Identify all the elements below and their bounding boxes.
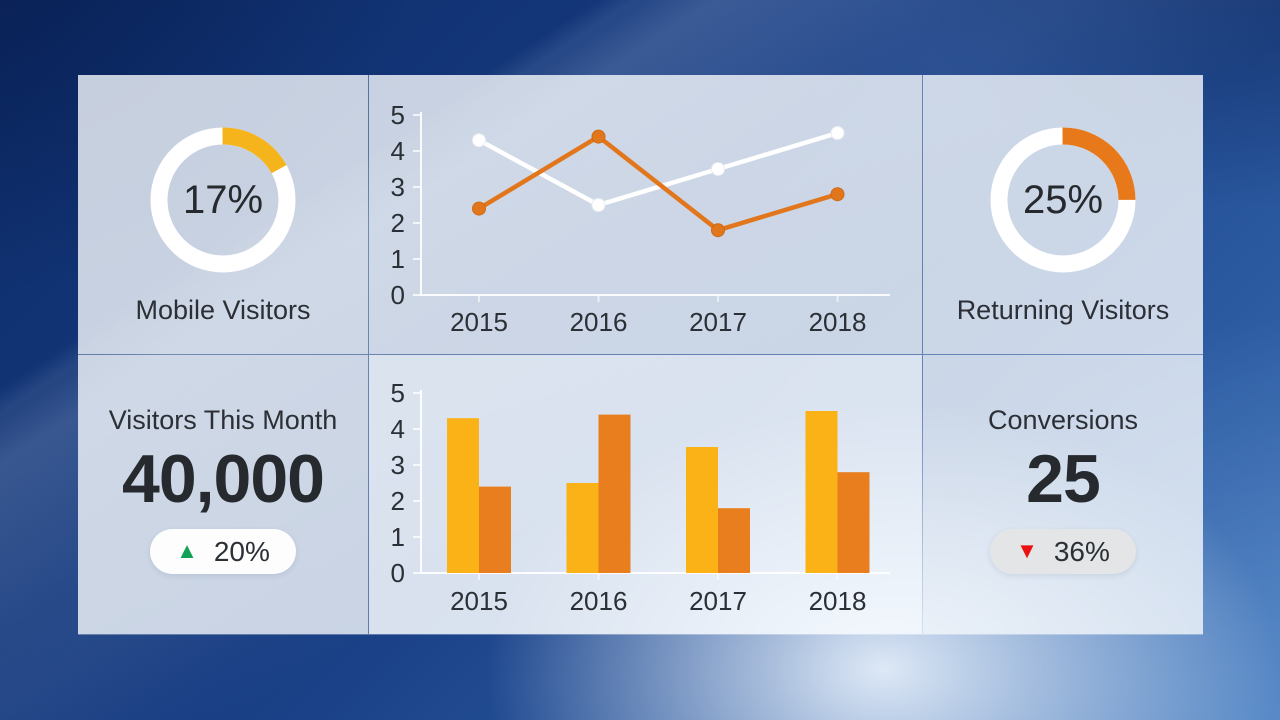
conversions-value: 25 xyxy=(1026,441,1101,517)
panel-bar-chart: 0 1 2 3 4 5 2015 2016 2017 2018 xyxy=(369,355,922,634)
visitors-bar-chart: 0 1 2 3 4 5 2015 2016 2017 2018 xyxy=(369,355,922,634)
conversions-delta-badge: ▼ 36% xyxy=(990,529,1136,575)
up-triangle-icon: ▲ xyxy=(176,537,198,563)
svg-text:2018: 2018 xyxy=(809,307,867,337)
panel-mobile-visitors: 17% Mobile Visitors xyxy=(78,75,368,354)
svg-text:2: 2 xyxy=(391,208,405,238)
svg-text:2015: 2015 xyxy=(450,586,508,616)
returning-visitors-label: Returning Visitors xyxy=(956,295,1170,325)
mobile-visitors-label: Mobile Visitors xyxy=(135,295,311,325)
down-triangle-icon: ▼ xyxy=(1016,537,1038,563)
svg-text:3: 3 xyxy=(391,450,405,480)
svg-text:1: 1 xyxy=(391,522,405,552)
svg-text:2015: 2015 xyxy=(450,307,508,337)
svg-text:2016: 2016 xyxy=(570,586,628,616)
panel-conversions: Conversions 25 ▼ 36% xyxy=(923,355,1203,634)
mobile-visitors-donut-chart: 17% xyxy=(143,120,303,280)
conversions-label: Conversions xyxy=(987,405,1139,435)
svg-text:0: 0 xyxy=(391,558,405,588)
svg-text:2017: 2017 xyxy=(689,307,747,337)
panel-line-chart: 0 1 2 3 4 5 2015 2016 2017 2018 xyxy=(369,75,922,354)
svg-text:5: 5 xyxy=(391,378,405,408)
svg-text:4: 4 xyxy=(391,136,405,166)
svg-text:0: 0 xyxy=(391,280,405,310)
svg-text:2017: 2017 xyxy=(689,586,747,616)
svg-text:1: 1 xyxy=(391,244,405,274)
panel-returning-visitors: 25% Returning Visitors xyxy=(923,75,1203,354)
visitors-month-delta-badge: ▲ 20% xyxy=(150,529,296,575)
svg-text:3: 3 xyxy=(391,172,405,202)
conversions-delta: 36% xyxy=(1053,535,1110,567)
returning-visitors-donut-chart: 25% xyxy=(983,120,1143,280)
dashboard-grid: 17% Mobile Visitors 0 1 2 3 4 5 2015 2016 2017 20… xyxy=(78,75,1203,635)
svg-text:2018: 2018 xyxy=(809,586,867,616)
visitors-month-value: 40,000 xyxy=(122,441,325,517)
returning-visitors-percent: 25% xyxy=(1022,177,1104,222)
svg-text:5: 5 xyxy=(391,100,405,130)
svg-text:4: 4 xyxy=(391,414,405,444)
mobile-visitors-percent: 17% xyxy=(182,177,264,222)
svg-text:2: 2 xyxy=(391,486,405,516)
visitors-line-chart: 0 1 2 3 4 5 2015 2016 2017 2018 xyxy=(369,75,922,354)
panel-visitors-this-month: Visitors This Month 40,000 ▲ 20% xyxy=(78,355,368,634)
visitors-month-delta: 20% xyxy=(213,535,270,567)
svg-text:2016: 2016 xyxy=(570,307,628,337)
visitors-month-label: Visitors This Month xyxy=(108,405,338,435)
